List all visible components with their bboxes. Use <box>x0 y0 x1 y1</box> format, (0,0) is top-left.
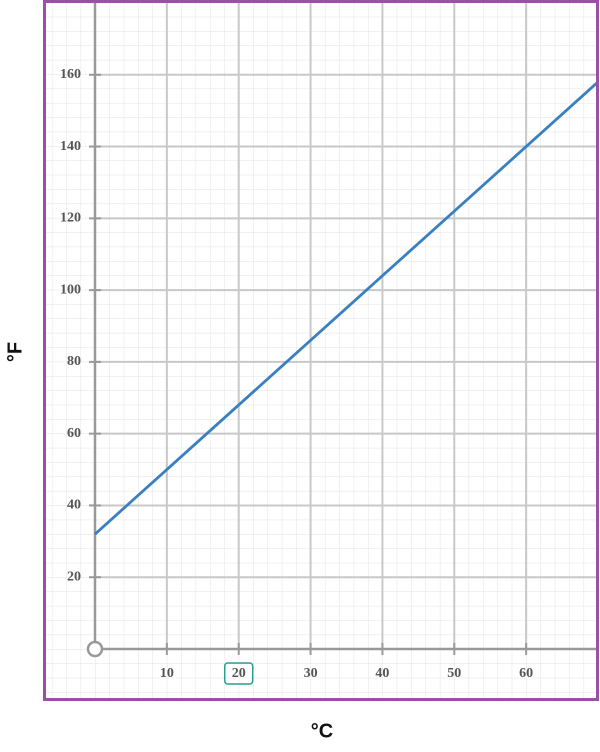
x-tick-label: 40 <box>375 666 389 681</box>
y-tick-label: 100 <box>60 282 81 297</box>
x-axis-label: °C <box>311 720 333 742</box>
x-tick-label: 10 <box>160 666 174 681</box>
x-tick-label: 20 <box>232 666 246 681</box>
minor-grid <box>45 2 597 699</box>
x-tick-label: 50 <box>447 666 461 681</box>
y-tick-label: 60 <box>67 426 81 441</box>
y-tick-label: 120 <box>60 211 81 226</box>
origin <box>86 640 104 658</box>
frame <box>43 0 599 701</box>
y-tick-label: 140 <box>60 139 81 154</box>
y-tick-label: 40 <box>67 498 81 513</box>
y-tick-label: 20 <box>67 569 81 584</box>
y-axis-label: °F <box>4 342 26 362</box>
x-tick-label: 60 <box>519 666 533 681</box>
highlight-box <box>223 662 254 685</box>
y-tick-label: 160 <box>60 67 81 82</box>
line <box>94 80 599 536</box>
x-tick-label: 30 <box>304 666 318 681</box>
y-tick-label: 80 <box>67 354 81 369</box>
